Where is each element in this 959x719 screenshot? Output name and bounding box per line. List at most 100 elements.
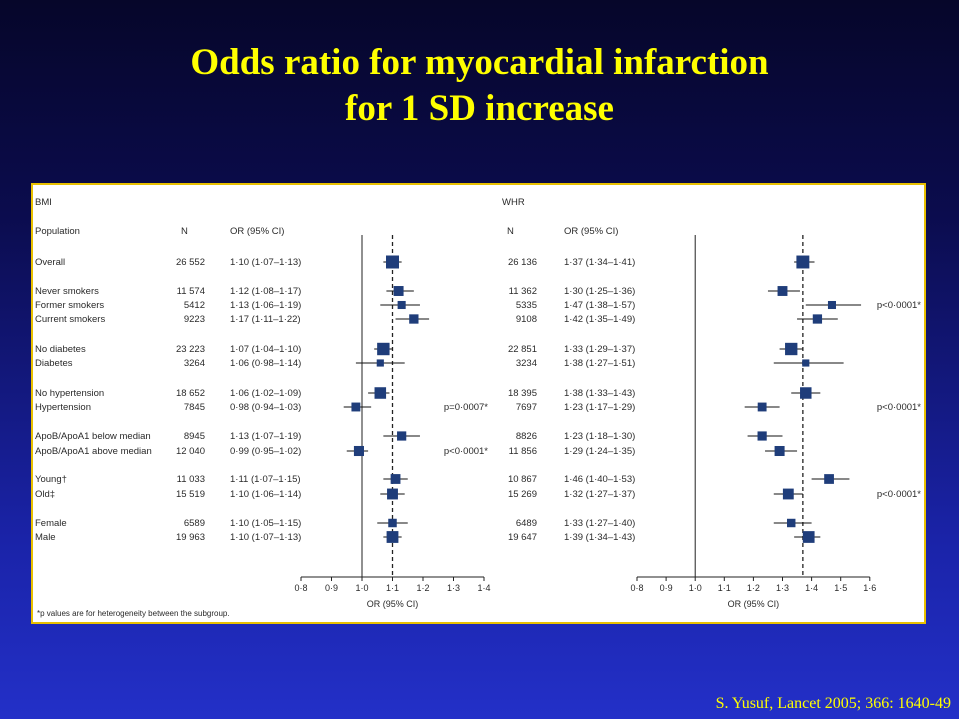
whr-point-marker	[812, 314, 823, 324]
bmi-point-marker	[388, 518, 397, 528]
whr-row-n: 18 395	[508, 388, 537, 399]
bmi-row-label: Old‡	[35, 489, 55, 500]
whr-row-or-text: 1·32 (1·27–1·37)	[564, 489, 635, 500]
bmi-row-n: 12 040	[176, 446, 205, 457]
forest-plot: BMI Population N OR (95% CI) 0·8 0·9 1·0 1·1 1·2…	[35, 197, 921, 618]
whr-row-or-text: 1·42 (1·35–1·49)	[564, 314, 635, 325]
bmi-row-n: 15 519	[176, 489, 205, 500]
whr-row-or-text: 1·38 (1·33–1·43)	[564, 388, 635, 399]
whr-row-p-value: p<0·0001*	[877, 489, 921, 500]
bmi-point-marker	[409, 314, 419, 324]
whr-header-or: OR (95% CI)	[564, 226, 618, 237]
bmi-row-n: 11 033	[177, 474, 205, 485]
whr-panel-title: WHR	[502, 197, 525, 208]
bmi-row-n: 7845	[184, 402, 205, 413]
bmi-row-n: 18 652	[176, 388, 205, 399]
whr-row-n: 11 362	[509, 286, 537, 297]
whr-row-n: 19 647	[508, 532, 537, 543]
bmi-row-label: Former smokers	[35, 300, 104, 311]
whr-x-axis-label: OR (95% CI)	[728, 599, 780, 609]
whr-row-n: 6489	[516, 518, 537, 529]
bmi-x-axis-label: OR (95% CI)	[367, 599, 419, 609]
whr-row-or-text: 1·23 (1·17–1·29)	[564, 402, 635, 413]
bmi-row-or-text: 1·13 (1·06–1·19)	[230, 300, 301, 311]
bmi-row-label: Never smokers	[35, 286, 99, 297]
whr-row-or-text: 1·37 (1·34–1·41)	[564, 257, 635, 268]
whr-point-marker	[796, 255, 810, 269]
citation: S. Yusuf, Lancet 2005; 366: 1640-49	[715, 695, 951, 712]
bmi-x-tick-label: 1·0	[355, 583, 368, 593]
whr-row-n: 10 867	[508, 474, 537, 485]
bmi-row-label: Hypertension	[35, 402, 91, 413]
bmi-x-tick-label: 0·9	[325, 583, 338, 593]
bmi-row-n: 26 552	[176, 257, 205, 268]
whr-point-marker	[827, 300, 836, 310]
bmi-row-or-text: 1·07 (1·04–1·10)	[230, 344, 301, 355]
bmi-row-or-text: 1·06 (0·98–1·14)	[230, 358, 301, 369]
bmi-row-or-text: 1·17 (1·11–1·22)	[230, 314, 301, 325]
bmi-row-label: No hypertension	[35, 388, 104, 399]
bmi-x-tick-label: 1·4	[477, 583, 490, 593]
whr-row-or-text: 1·33 (1·29–1·37)	[564, 344, 635, 355]
bmi-row-or-text: 0·98 (0·94–1·03)	[230, 402, 301, 413]
whr-row-n: 11 856	[509, 446, 537, 457]
whr-point-marker	[824, 474, 834, 484]
whr-point-marker	[800, 387, 812, 399]
whr-row-n: 7697	[516, 402, 537, 413]
bmi-row-label: ApoB/ApoA1 below median	[35, 431, 151, 442]
whr-row-or-text: 1·33 (1·27–1·40)	[564, 518, 635, 529]
bmi-x-tick-label: 1·3	[447, 583, 460, 593]
bmi-row-p-value: p<0·0001*	[444, 446, 488, 457]
whr-point-marker	[757, 402, 767, 412]
forest-plot-panel: BMI Population N OR (95% CI) 0·8 0·9 1·0 1·1 1·2…	[31, 183, 926, 624]
whr-x-tick-label: 1·2	[747, 583, 760, 593]
whr-x-tick-label: 1·1	[718, 583, 731, 593]
whr-x-tick-label: 0·9	[660, 583, 673, 593]
bmi-point-marker	[374, 387, 387, 399]
bmi-point-marker	[351, 402, 361, 412]
bmi-point-marker	[387, 488, 398, 500]
bmi-header-n: N	[181, 226, 188, 237]
whr-row-or-text: 1·46 (1·40–1·53)	[564, 474, 635, 485]
bmi-panel-title: BMI	[35, 197, 52, 208]
whr-point-marker	[785, 342, 798, 356]
whr-row-n: 3234	[516, 358, 537, 369]
bmi-header-population: Population	[35, 226, 80, 237]
whr-point-marker	[777, 286, 788, 296]
slide-title: Odds ratio for myocardial infarction for…	[0, 40, 959, 132]
whr-row-n: 8826	[516, 431, 537, 442]
whr-point-marker	[787, 518, 796, 528]
whr-point-marker	[757, 431, 767, 441]
bmi-row-label: Current smokers	[35, 314, 105, 325]
whr-point-marker	[782, 488, 794, 500]
bmi-x-tick-label: 1·2	[416, 583, 429, 593]
bmi-point-marker	[390, 474, 401, 484]
bmi-row-or-text: 1·10 (1·06–1·14)	[230, 489, 301, 500]
whr-row-or-text: 1·30 (1·25–1·36)	[564, 286, 635, 297]
bmi-row-n: 23 223	[176, 344, 205, 355]
whr-x-tick-label: 0·8	[630, 583, 643, 593]
whr-x-tick-label: 1·3	[776, 583, 789, 593]
bmi-row-label: No diabetes	[35, 344, 86, 355]
bmi-row-or-text: 1·10 (1·07–1·13)	[230, 257, 301, 268]
bmi-row-or-text: 1·11 (1·07–1·15)	[230, 474, 301, 485]
slide-title-line-1: Odds ratio for myocardial infarction	[190, 42, 769, 83]
bmi-row-label: Overall	[35, 257, 65, 268]
bmi-point-marker	[377, 342, 390, 356]
bmi-point-marker	[386, 255, 399, 269]
bmi-x-tick-label: 1·1	[386, 583, 399, 593]
bmi-row-n: 19 963	[176, 532, 205, 543]
whr-row-or-text: 1·38 (1·27–1·51)	[564, 358, 635, 369]
whr-point-marker	[802, 359, 810, 367]
bmi-point-marker	[397, 300, 406, 310]
whr-row-or-text: 1·23 (1·18–1·30)	[564, 431, 635, 442]
whr-row-n: 5335	[516, 300, 537, 311]
bmi-row-or-text: 1·12 (1·08–1·17)	[230, 286, 301, 297]
bmi-point-marker	[386, 531, 399, 543]
bmi-point-marker	[393, 286, 404, 296]
bmi-row-or-text: 1·10 (1·05–1·15)	[230, 518, 301, 529]
whr-x-tick-label: 1·4	[805, 583, 818, 593]
whr-point-marker	[774, 445, 785, 457]
whr-row-n: 26 136	[508, 257, 537, 268]
whr-row-or-text: 1·29 (1·24–1·35)	[564, 446, 635, 457]
